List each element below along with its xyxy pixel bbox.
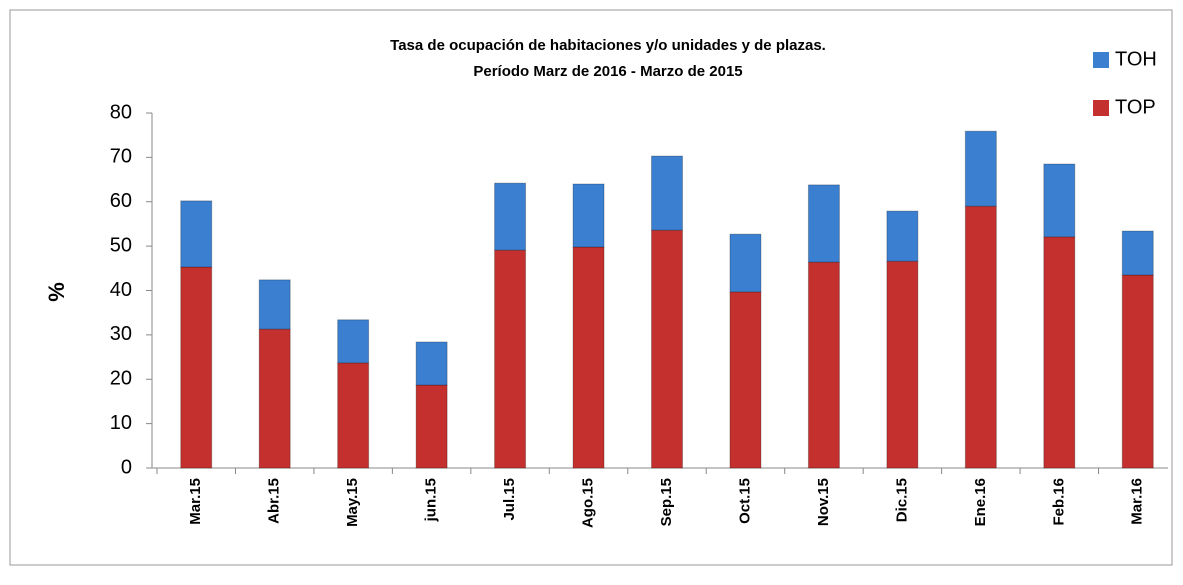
bar-segment — [964, 130, 997, 207]
bar-segment — [180, 266, 213, 469]
bar-segment — [572, 183, 605, 248]
y-tick-label: 80 — [110, 101, 132, 123]
bar-segment — [180, 200, 213, 268]
x-tick-label: Dic.15 — [893, 478, 910, 522]
x-tick-label: Ene.16 — [972, 478, 989, 526]
y-tick-label: 0 — [121, 456, 132, 478]
bar-segment — [1043, 236, 1076, 469]
chart-subtitle: Período Marz de 2016 - Marzo de 2015 — [473, 63, 742, 80]
x-tick-label: Mar.15 — [187, 478, 204, 525]
y-axis-label: % — [44, 282, 69, 302]
bar-segment — [1121, 274, 1154, 469]
x-tick-label: Ago.15 — [580, 478, 597, 528]
bar-segment — [337, 362, 370, 469]
bar-segment — [651, 155, 683, 231]
x-tick-label: Mar.16 — [1129, 478, 1146, 525]
bar-segment — [494, 182, 527, 251]
bar-segment — [886, 210, 919, 262]
x-tick-label: Sep.15 — [658, 478, 675, 526]
legend-label: TOP — [1115, 96, 1156, 118]
bar-segment — [964, 205, 997, 469]
y-tick-label: 30 — [110, 323, 132, 345]
bar-segment — [651, 229, 683, 469]
bar-segment — [807, 261, 840, 469]
bar-segment — [572, 246, 605, 469]
y-tick-label: 40 — [110, 279, 132, 301]
y-tick-label: 50 — [110, 234, 132, 256]
bar-segment — [886, 260, 919, 469]
legend-swatch — [1093, 100, 1109, 116]
bar-segment — [729, 233, 762, 293]
bar-segment — [1043, 163, 1076, 238]
bar-segment — [729, 291, 762, 469]
bar-segment — [337, 319, 370, 364]
x-tick-label: jun.15 — [423, 478, 440, 522]
bar-segment — [494, 249, 527, 469]
x-tick-label: May.15 — [344, 478, 361, 527]
x-tick-label: Abr.15 — [266, 478, 283, 524]
x-tick-label: Feb.16 — [1050, 478, 1067, 526]
bar-segment — [807, 184, 840, 263]
bar-segment — [415, 384, 448, 469]
chart-title: Tasa de ocupación de habitaciones y/o un… — [390, 37, 826, 54]
bar-segment — [258, 328, 291, 469]
y-tick-label: 70 — [110, 146, 132, 168]
bar-segment — [415, 341, 448, 386]
legend-label: TOH — [1115, 48, 1157, 70]
x-tick-label: Nov.15 — [815, 478, 832, 526]
x-tick-label: Oct.15 — [736, 478, 753, 524]
bar-segment — [258, 279, 291, 330]
legend-swatch — [1093, 52, 1109, 68]
bar-segment — [1121, 230, 1154, 276]
y-tick-label: 60 — [110, 190, 132, 212]
y-tick-label: 20 — [110, 368, 132, 390]
x-tick-label: Jul.15 — [501, 478, 518, 521]
y-tick-label: 10 — [110, 412, 132, 434]
